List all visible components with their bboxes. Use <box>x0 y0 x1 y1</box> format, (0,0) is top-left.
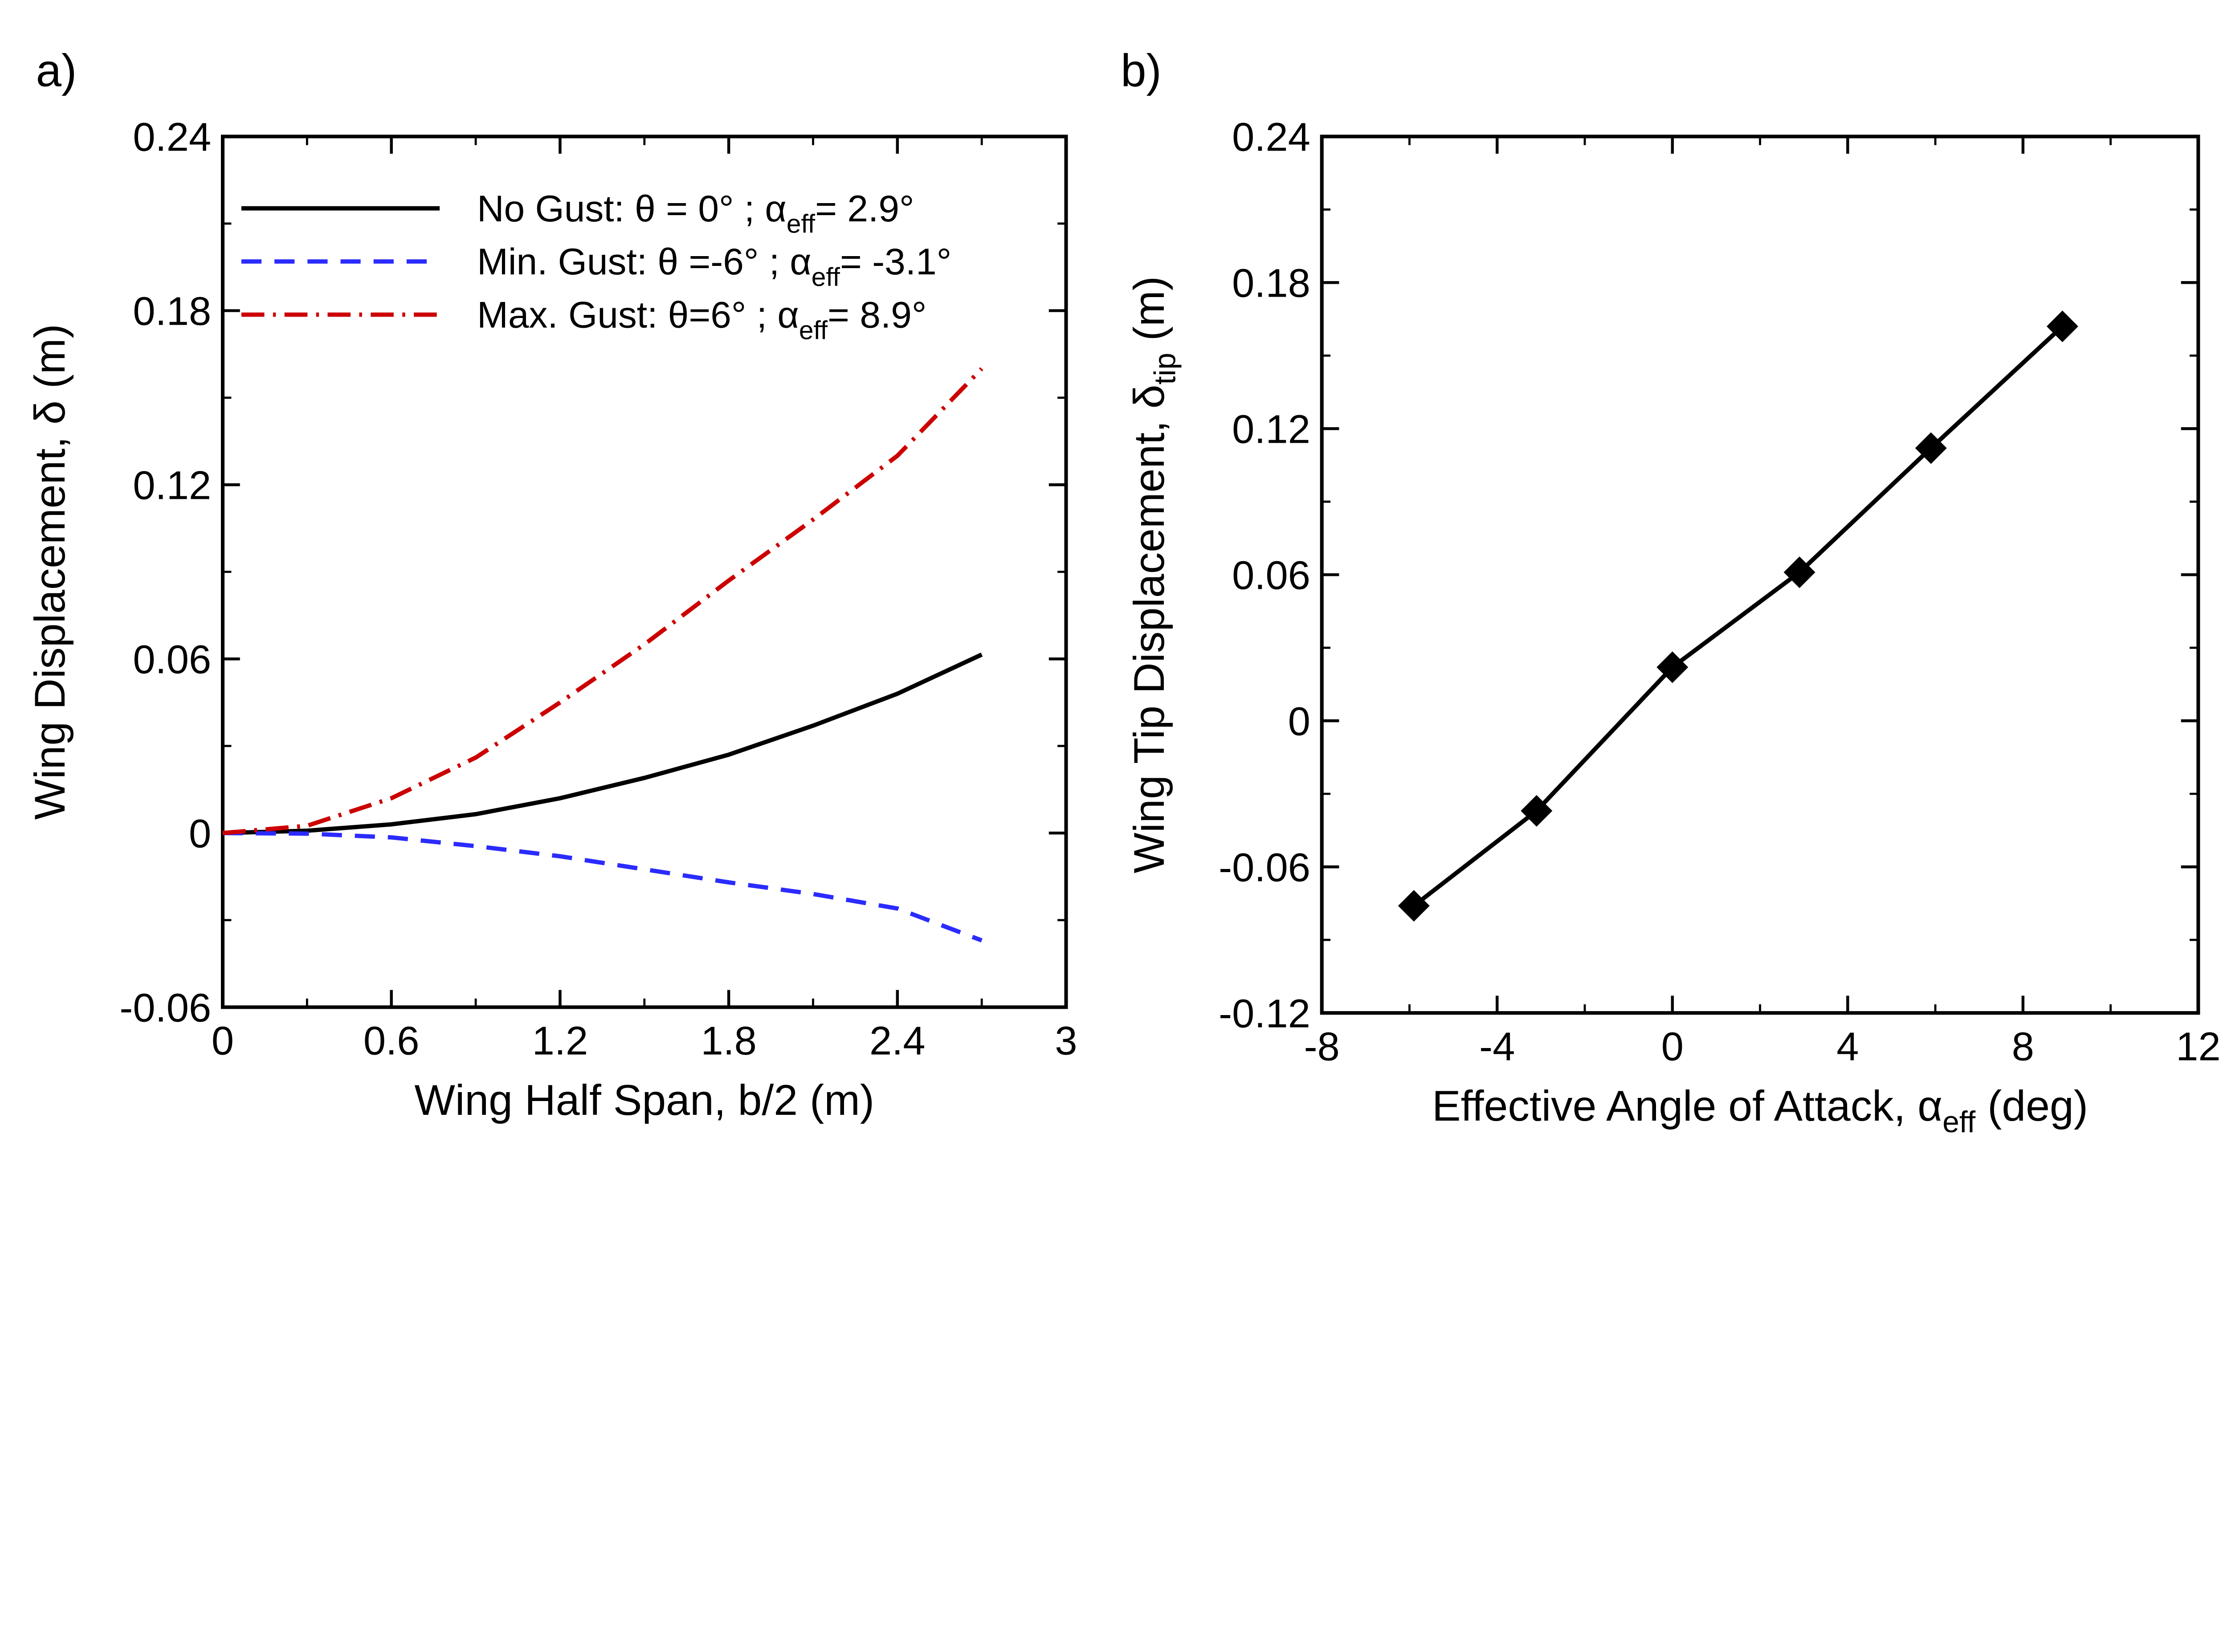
series-line-no-gust <box>222 653 983 836</box>
figure: a)0 0.6 1.2 1.8 2.4 3-0.0600.060.120.180.24Wi… <box>25 45 2221 1139</box>
y-tick-label: 0.18 <box>1232 261 1310 306</box>
y-axis-label-tail: (m) <box>1125 276 1173 353</box>
y-axis-label-main: Wing Tip Displacement, δ <box>1125 384 1173 873</box>
x-tick-label: 0 <box>1661 1024 1684 1069</box>
x-axis-label: Effective Angle of Attack, αeff (deg) <box>1432 1081 2088 1139</box>
x-tick-label: 12 <box>2176 1024 2220 1069</box>
x-axis-label-main: Wing Half Span, b/2 (m) <box>415 1076 875 1124</box>
data-point-diamond <box>1915 432 1947 464</box>
legend-entry: No Gust: θ = 0° ; αeff= 2.9° <box>477 188 914 239</box>
x-tick-label: 8 <box>2012 1024 2034 1069</box>
legend-entry-tail: = 8.9° <box>828 294 926 335</box>
legend-entry-sub: eff <box>787 210 816 239</box>
panel-label: b) <box>1121 45 1162 96</box>
legend-entry-main: Max. Gust: θ=6° ; α <box>477 294 799 335</box>
chart-panel-b: b) -8 -4 0 4 8 12 -0.12 -0.06 0 0.06 0.12 0.18 0.24 Ef… <box>1121 45 2221 1139</box>
y-axis-label: Wing Displacement, δ (m) <box>25 324 74 820</box>
x-tick-label: -8 <box>1304 1024 1340 1069</box>
chart-panel-a: a)0 0.6 1.2 1.8 2.4 3-0.0600.060.120.180.24Wi… <box>25 45 1077 1125</box>
x-tick-label: 4 <box>1836 1024 1859 1069</box>
legend-entry-sub: eff <box>799 316 828 345</box>
legend-entry-tail: = 2.9° <box>815 188 914 229</box>
legend-entry: Max. Gust: θ=6° ; αeff= 8.9° <box>477 294 926 345</box>
y-tick-label: 0.12 <box>133 463 211 508</box>
y-axis-label-main: Wing Displacement, δ (m) <box>25 324 74 820</box>
series-line-min-gust <box>222 831 983 942</box>
y-tick-label: 0 <box>1288 699 1310 744</box>
y-tick-label: 0 <box>189 812 211 857</box>
y-tick-label: 0.24 <box>1232 115 1310 160</box>
y-tick-label: 0.06 <box>133 637 211 682</box>
x-axis-label: Wing Half Span, b/2 (m) <box>415 1076 875 1124</box>
y-tick-label: -0.06 <box>1219 845 1310 890</box>
x-axis-label-sub: eff <box>1942 1105 1975 1139</box>
y-tick-label: 0.24 <box>133 115 211 160</box>
legend-entry-sub: eff <box>812 263 840 292</box>
x-tick-label: -4 <box>1479 1024 1515 1069</box>
y-axis-label: Wing Tip Displacement, δtip (m) <box>1125 276 1182 873</box>
legend-entry: Min. Gust: θ =-6° ; αeff= -3.1° <box>477 241 951 292</box>
legend-entry-main: Min. Gust: θ =-6° ; α <box>477 241 812 282</box>
y-tick-label: -0.06 <box>119 986 211 1031</box>
legend-entry-main: No Gust: θ = 0° ; α <box>477 188 787 229</box>
plot-frame <box>1320 135 2200 1015</box>
y-tick-label: -0.12 <box>1219 991 1310 1036</box>
x-tick-label: 2.4 <box>869 1019 926 1064</box>
panel-label: a) <box>36 45 77 96</box>
series-line-tip-displacement <box>1412 325 2064 908</box>
x-axis-label-main: Effective Angle of Attack, α <box>1432 1081 1942 1130</box>
x-tick-label: 0 <box>212 1019 234 1064</box>
x-tick-label: 3 <box>1055 1019 1077 1064</box>
data-point-diamond <box>1521 795 1553 827</box>
y-axis-label-sub: tip <box>1149 353 1182 385</box>
y-tick-label: 0.18 <box>133 289 211 334</box>
legend-entry-tail: = -3.1° <box>840 241 951 282</box>
y-tick-label: 0.06 <box>1232 553 1310 598</box>
x-tick-label: 0.6 <box>363 1019 420 1064</box>
x-axis-label-tail: (deg) <box>1975 1081 2088 1130</box>
y-tick-label: 0.12 <box>1232 407 1310 452</box>
x-tick-label: 1.8 <box>701 1019 757 1064</box>
x-tick-label: 1.2 <box>532 1019 588 1064</box>
series-line-max-gust <box>222 367 983 836</box>
